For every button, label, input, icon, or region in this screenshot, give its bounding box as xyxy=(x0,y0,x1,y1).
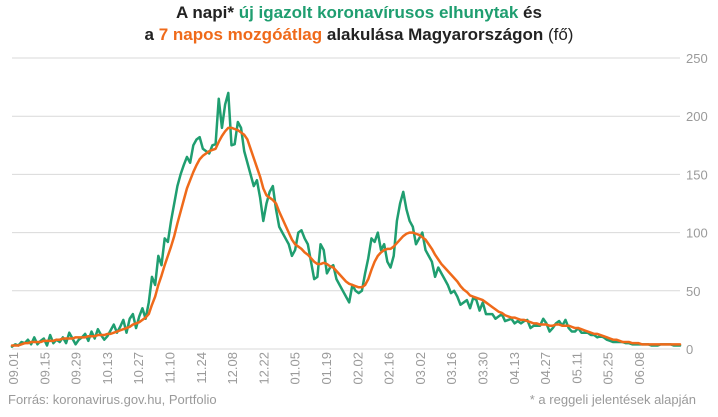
x-tick-label: 01.19 xyxy=(319,352,334,385)
title-part-6: alakulása Magyarországon xyxy=(322,25,544,44)
x-tick-label: 09.29 xyxy=(69,352,84,385)
source-note: Forrás: koronavirus.gov.hu, Portfolio xyxy=(8,392,217,407)
x-tick-label: 05.25 xyxy=(601,352,616,385)
y-tick-label: 200 xyxy=(686,109,708,124)
y-tick-label: 0 xyxy=(686,342,693,357)
x-tick-label: 03.02 xyxy=(413,352,428,385)
x-tick-label: 03.30 xyxy=(476,352,491,385)
x-tick-label: 01.05 xyxy=(288,352,303,385)
x-tick-label: 10.13 xyxy=(100,352,115,385)
x-tick-label: 09.15 xyxy=(37,352,52,385)
footnote: * a reggeli jelentések alapján xyxy=(529,392,696,407)
x-tick-label: 06.08 xyxy=(632,352,647,385)
title-unit: (fő) xyxy=(543,25,574,44)
x-tick-label: 12.22 xyxy=(256,352,271,385)
y-tick-label: 150 xyxy=(686,167,708,182)
x-tick-label: 11.10 xyxy=(163,352,178,384)
title-line-1: A napi* új igazolt koronavírusos elhunyt… xyxy=(0,2,718,24)
x-tick-label: 04.27 xyxy=(538,352,553,385)
title-avg-series-name: 7 napos mozgóátlag xyxy=(158,25,323,44)
x-tick-label: 02.02 xyxy=(350,352,365,385)
x-tick-label: 03.16 xyxy=(444,352,459,385)
moving-average-line xyxy=(10,126,682,347)
x-tick-label: 05.11 xyxy=(569,352,584,384)
title-part-3: és xyxy=(518,3,542,22)
daily-deaths-line xyxy=(10,91,682,348)
x-tick-label: 04.13 xyxy=(507,352,522,385)
title-part-4: a xyxy=(144,25,159,44)
y-tick-label: 250 xyxy=(686,51,708,66)
y-tick-label: 100 xyxy=(686,226,708,241)
x-tick-label: 12.08 xyxy=(225,352,240,385)
chart-title: A napi* új igazolt koronavírusos elhunyt… xyxy=(0,2,718,46)
title-line-2: a 7 napos mozgóátlag alakulása Magyarors… xyxy=(0,24,718,46)
title-part-1: A napi* xyxy=(176,3,239,22)
y-tick-label: 50 xyxy=(686,284,700,299)
x-tick-label: 09.01 xyxy=(6,352,21,385)
x-tick-label: 02.16 xyxy=(382,352,397,385)
x-tick-label: 11.24 xyxy=(194,352,209,384)
title-daily-series-name: új igazolt koronavírusos elhunytak xyxy=(238,3,519,22)
x-tick-label: 10.27 xyxy=(131,352,146,385)
